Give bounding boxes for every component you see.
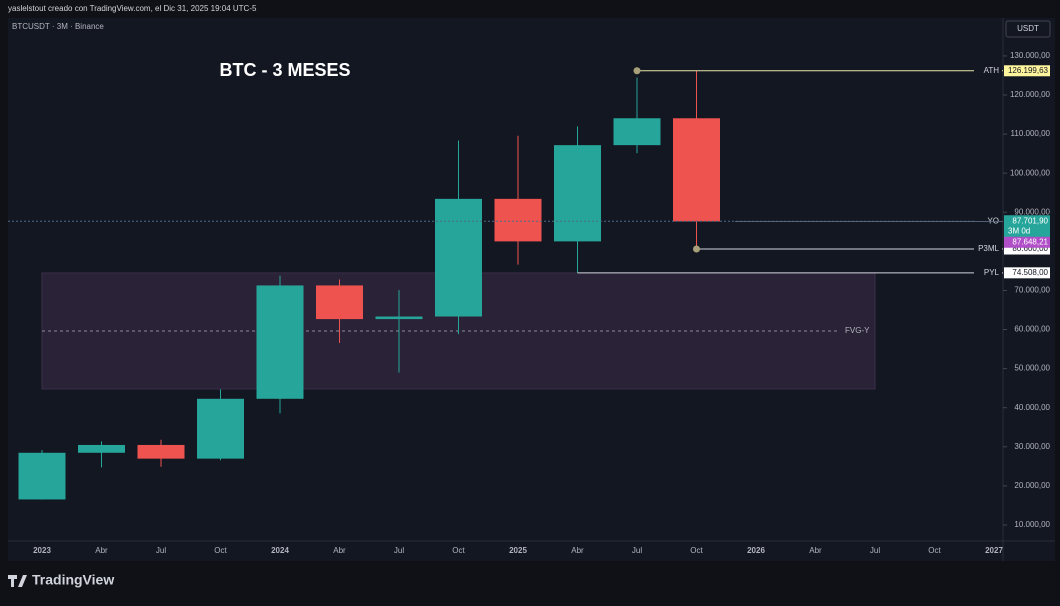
y-tick-label: 20.000,00: [1014, 481, 1050, 490]
candle-body: [613, 118, 661, 146]
y-tick-label: 50.000,00: [1014, 364, 1050, 373]
x-tick-label: 2023: [33, 546, 51, 555]
x-tick-label: 2026: [747, 546, 765, 555]
price-tag: [1004, 215, 1050, 238]
candle-body: [197, 398, 244, 459]
candle-body: [78, 444, 125, 453]
x-tick-label: Jul: [156, 546, 166, 555]
y-tick-label: 30.000,00: [1014, 442, 1050, 451]
price-tag: [1004, 267, 1050, 279]
y-tick-label: 40.000,00: [1014, 403, 1050, 412]
x-tick-label: Abr: [333, 546, 346, 555]
price-tag: [1004, 65, 1050, 77]
y-tick-label: 120.000,00: [1010, 90, 1051, 99]
footer-brand: TradingView: [32, 572, 114, 588]
candle-body: [554, 145, 601, 242]
candle-body: [375, 316, 423, 320]
x-tick-label: Jul: [870, 546, 880, 555]
x-tick-label: 2025: [509, 546, 527, 555]
x-tick-label: Jul: [394, 546, 404, 555]
fvg-label: FVG-Y: [845, 326, 870, 335]
candle-body: [137, 444, 185, 459]
x-tick-label: Abr: [95, 546, 108, 555]
candle-body: [18, 452, 66, 500]
price-tag-label: 80.600,00: [1012, 244, 1048, 253]
symbol: BTCUSDT · 3M · Binance: [12, 22, 104, 31]
currency-box[interactable]: [1005, 20, 1051, 38]
y-tick-label: 60.000,00: [1014, 325, 1050, 334]
y-tick-label: 90.000,00: [1014, 207, 1050, 216]
x-tick-label: Oct: [452, 546, 465, 555]
level-name-bg: [974, 64, 1002, 77]
candle-body: [316, 285, 363, 320]
x-tick-label: Oct: [928, 546, 941, 555]
countdown: 3M 0d: [1008, 226, 1030, 235]
currency: USDT: [1017, 24, 1039, 33]
level-name-bg: [974, 243, 1002, 256]
price-tag: [1004, 243, 1050, 255]
x-tick-label: Jul: [632, 546, 642, 555]
footer-logo: TradingView: [8, 572, 114, 588]
price-tag-label: 87.701,90: [1012, 216, 1048, 225]
level-name-bg: [974, 266, 1002, 279]
level-name: P3ML: [978, 244, 999, 253]
last-price-label: 87.648,21: [1012, 237, 1048, 246]
price-tag-label: 126.199,63: [1008, 66, 1049, 75]
price-tag-label: 74.508,00: [1012, 268, 1048, 277]
y-tick-label: 10.000,00: [1014, 520, 1050, 529]
header-caption: yaslelstout creado con TradingView.com, …: [8, 4, 257, 13]
x-tick-label: Abr: [571, 546, 584, 555]
x-tick-label: 2027: [985, 546, 1003, 555]
last-price-tag: [1004, 236, 1050, 248]
x-tick-label: Oct: [690, 546, 703, 555]
y-tick-label: 110.000,00: [1011, 129, 1051, 138]
level-dot: [693, 245, 700, 253]
y-tick-label: 70.000,00: [1014, 286, 1050, 295]
level-name: YO: [987, 216, 999, 225]
candle-body: [256, 285, 304, 399]
candle-body: [494, 198, 542, 242]
level-dot: [633, 67, 641, 75]
chart-title: BTC - 3 MESES: [219, 60, 350, 80]
x-tick-label: Oct: [214, 546, 227, 555]
candle-body: [673, 118, 720, 222]
x-tick-label: Abr: [809, 546, 822, 555]
y-tick-label: 130.000,00: [1010, 51, 1051, 60]
y-tick-label: 100.000,00: [1010, 168, 1051, 177]
x-tick-label: 2024: [271, 546, 289, 555]
logo-mark: [8, 575, 27, 587]
candle-body: [435, 198, 482, 317]
level-name: ATH: [984, 66, 1000, 75]
level-name: PYL: [984, 268, 1000, 277]
